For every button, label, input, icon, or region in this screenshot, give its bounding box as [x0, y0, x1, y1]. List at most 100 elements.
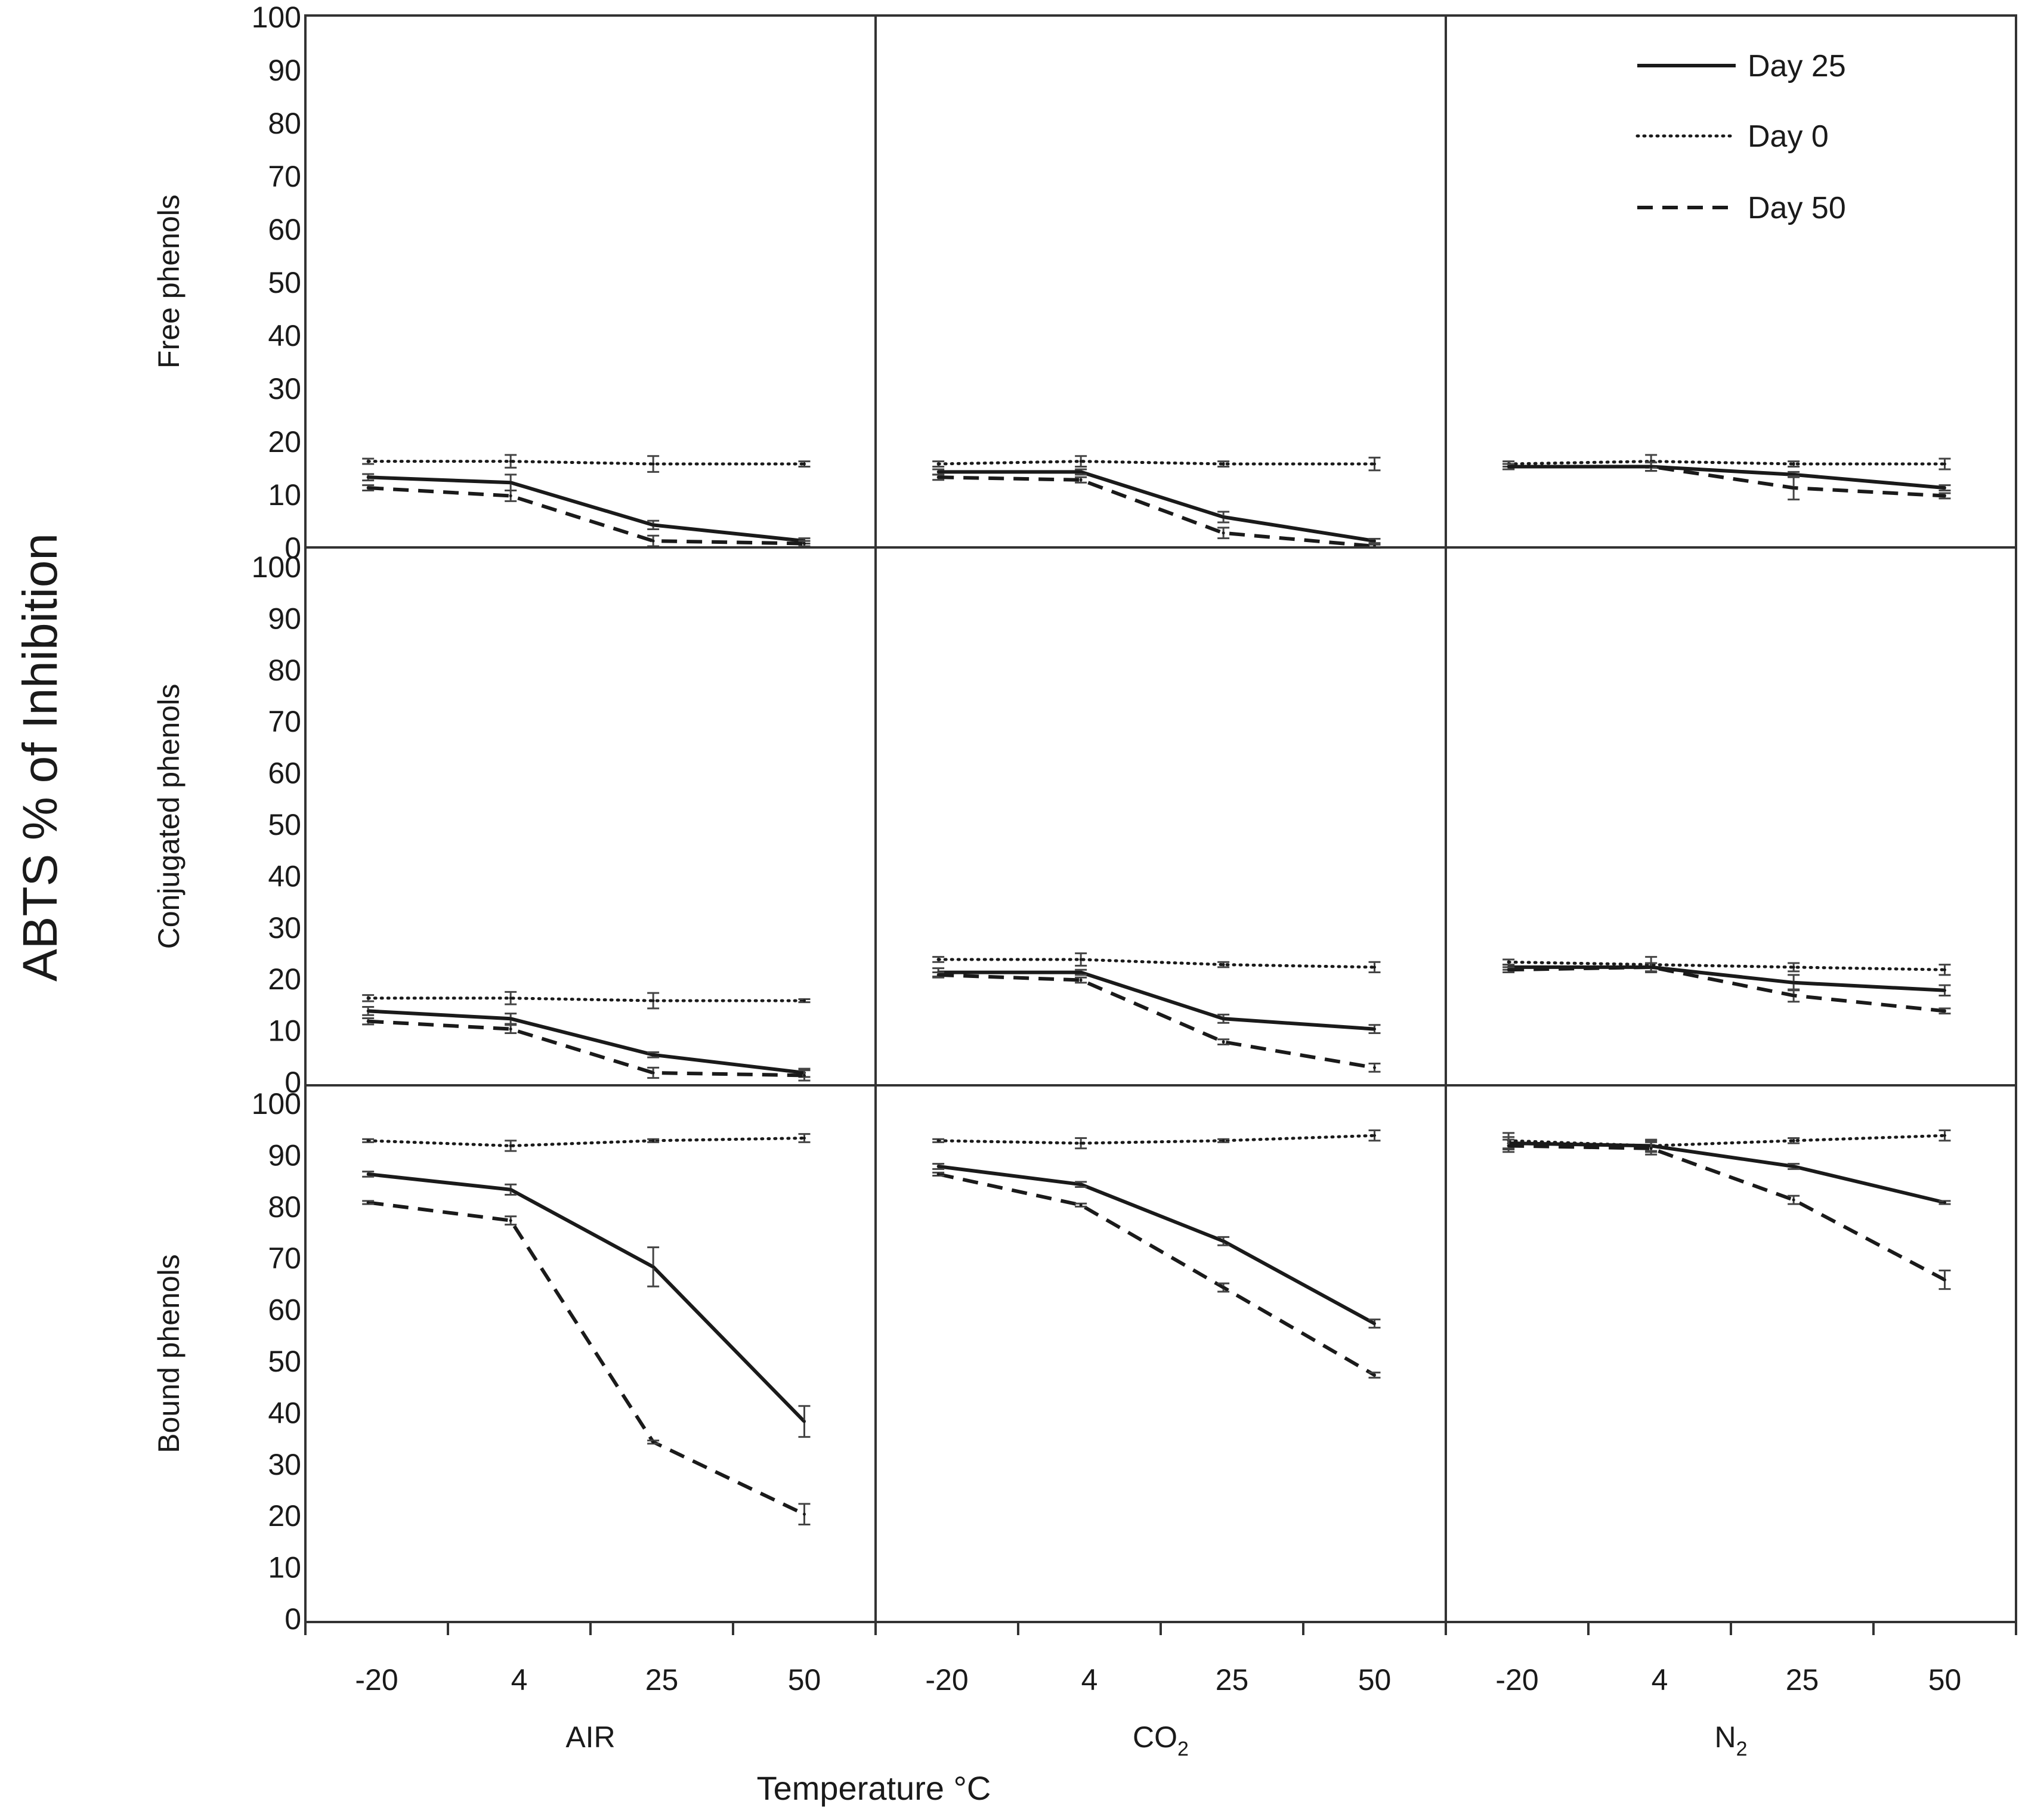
series-day-50 — [1502, 962, 1951, 1015]
y-tick-label: 50 — [268, 1345, 301, 1378]
data-point — [1792, 1139, 1795, 1143]
data-point — [509, 1027, 512, 1031]
panel-free-phenols-n2 — [1445, 14, 2017, 549]
y-tick-label: 90 — [268, 54, 301, 87]
data-point — [1373, 1134, 1376, 1137]
series-day-50 — [1502, 461, 1951, 501]
data-point — [509, 996, 512, 1000]
series-line-day-0 — [936, 1134, 1376, 1145]
data-point — [1079, 1183, 1083, 1186]
data-point — [1222, 515, 1225, 519]
data-point — [1079, 1141, 1083, 1145]
data-point — [366, 475, 370, 479]
x-tick-label: -20 — [355, 1663, 398, 1697]
data-point — [1222, 1139, 1225, 1143]
y-tick-label: 20 — [268, 962, 301, 996]
y-tick-label: 40 — [268, 319, 301, 352]
data-point — [1373, 1066, 1376, 1069]
series-line-day-0 — [1507, 960, 1946, 971]
series-line-day-0 — [1507, 460, 1946, 466]
series-day-50 — [1502, 1138, 1951, 1290]
x-tick-label: 4 — [1081, 1663, 1098, 1697]
data-point — [651, 1265, 655, 1268]
data-point — [1079, 971, 1083, 974]
data-point — [803, 1136, 806, 1140]
data-point — [509, 494, 512, 497]
data-point — [1792, 462, 1795, 466]
data-point — [509, 1219, 512, 1222]
data-point — [1943, 494, 1946, 497]
series-day-25 — [932, 468, 1381, 544]
y-tick-label: 20 — [268, 1499, 301, 1533]
legend-item-day-25: Day 25 — [1637, 49, 1846, 83]
data-point — [1373, 462, 1376, 466]
y-tick-label: 30 — [268, 1448, 301, 1481]
y-tick-label: 10 — [268, 478, 301, 512]
y-tick-label: 100 — [252, 1087, 301, 1121]
x-tick-label: 25 — [645, 1663, 679, 1697]
series-line-day-50 — [367, 1200, 805, 1516]
data-point — [1373, 965, 1376, 969]
x-tick-label: 4 — [1652, 1663, 1668, 1697]
data-point — [803, 1420, 806, 1423]
data-point — [1943, 1134, 1946, 1137]
series-day-25 — [932, 1163, 1381, 1329]
legend-label: Day 0 — [1748, 119, 1829, 154]
series-day-0 — [932, 455, 1381, 472]
x-tick-label: -20 — [1495, 1663, 1538, 1697]
x-tick-label: 50 — [1928, 1663, 1962, 1697]
data-point — [1222, 963, 1225, 967]
data-point — [366, 1200, 370, 1204]
data-point — [1507, 968, 1510, 971]
series-day-50 — [932, 1171, 1381, 1379]
data-point — [1943, 1278, 1946, 1282]
data-point — [1373, 1027, 1376, 1031]
data-point — [936, 1165, 940, 1168]
data-point — [1792, 981, 1795, 985]
data-point — [1079, 1203, 1083, 1207]
legend-item-day-50: Day 50 — [1637, 191, 1846, 225]
y-tick-label: 70 — [268, 705, 301, 738]
data-point — [651, 1440, 655, 1444]
y-tick-label: 70 — [268, 160, 301, 193]
atmosphere-label-air: AIR — [565, 1720, 615, 1754]
data-point — [1222, 462, 1225, 466]
data-point — [1507, 960, 1510, 964]
y-tick-label: 50 — [268, 808, 301, 841]
y-tick-label: 0 — [285, 531, 301, 565]
data-point — [803, 462, 806, 466]
y-tick-label: 0 — [285, 1602, 301, 1636]
data-point — [1792, 1198, 1795, 1202]
data-point — [1222, 1040, 1225, 1044]
data-point — [651, 462, 655, 466]
series-line-day-25 — [1508, 465, 1945, 490]
data-point — [1079, 470, 1083, 473]
series-line-day-25 — [368, 1009, 805, 1075]
series-line-day-0 — [366, 996, 806, 1002]
y-tick-label: 70 — [268, 1242, 301, 1275]
data-point — [509, 1017, 512, 1020]
legend-label: Day 25 — [1748, 49, 1846, 83]
data-point — [366, 996, 370, 1000]
data-point — [509, 1144, 512, 1147]
x-tick-label: -20 — [925, 1663, 968, 1697]
data-point — [936, 475, 940, 479]
data-point — [1079, 979, 1083, 982]
series-line-day-25 — [1508, 1141, 1946, 1205]
data-point — [509, 460, 512, 463]
y-tick-label: 90 — [268, 1138, 301, 1172]
series-line-day-0 — [936, 958, 1376, 969]
series-day-0 — [932, 1129, 1381, 1150]
series-day-0 — [1502, 454, 1951, 471]
data-point — [1079, 958, 1083, 961]
y-tick-label: 30 — [268, 372, 301, 406]
data-point — [936, 1172, 940, 1176]
y-tick-label: 20 — [268, 425, 301, 459]
series-day-50 — [932, 971, 1381, 1073]
data-point — [803, 542, 806, 546]
data-point — [803, 1073, 806, 1077]
data-point — [936, 1139, 940, 1143]
x-tick-label: 4 — [511, 1663, 528, 1697]
legend-label: Day 50 — [1748, 191, 1846, 225]
